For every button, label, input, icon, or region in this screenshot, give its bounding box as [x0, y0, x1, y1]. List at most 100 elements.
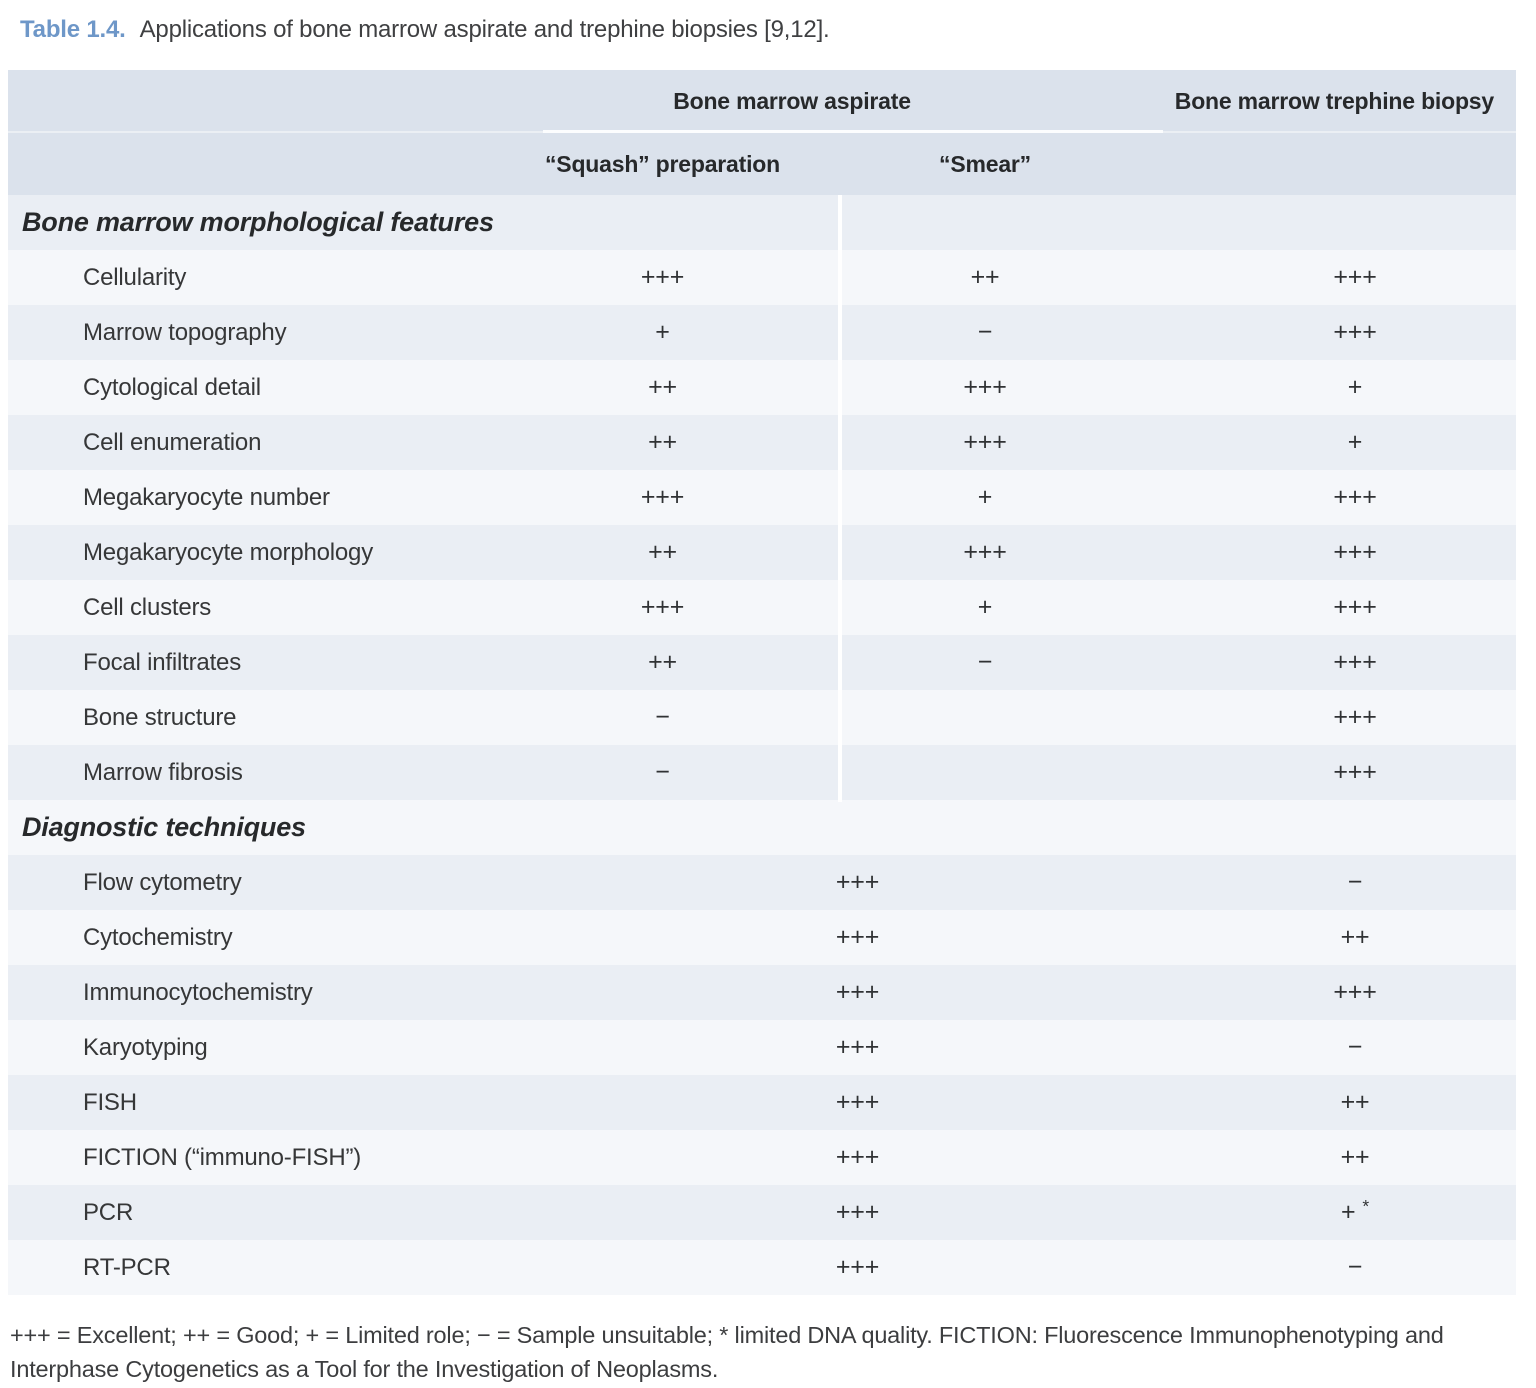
value-trephine: +++: [1180, 965, 1516, 1020]
footnote-marker: *: [1362, 1196, 1370, 1216]
sub-header-row: “Squash” preparation “Smear”: [8, 133, 1516, 195]
row-label: Megakaryocyte number: [83, 483, 330, 511]
row-label: Cell clusters: [83, 593, 212, 621]
footnote-line-1: +++ = Excellent; ++ = Good; + = Limited …: [10, 1322, 1444, 1348]
table-row: Flow cytometry +++ −: [8, 855, 1516, 910]
table-row: Marrow fibrosis − +++: [8, 745, 1516, 800]
column-header-smear: “Smear”: [939, 150, 1031, 177]
value-trephine-text: +++: [1333, 648, 1377, 676]
row-label: Marrow topography: [83, 318, 287, 346]
value-smear: +: [977, 593, 993, 621]
table-row: PCR +++ + *: [8, 1185, 1516, 1240]
value-trephine: ++: [1180, 910, 1516, 965]
row-label: Cytochemistry: [83, 923, 233, 951]
row-label: Karyotyping: [83, 1033, 208, 1061]
row-label: Cellularity: [83, 263, 187, 291]
section-heading-row: Diagnostic techniques: [8, 800, 1516, 855]
value-aspirate: +++: [835, 1143, 880, 1171]
table-body: Bone marrow morphological features Cellul…: [8, 195, 1516, 1295]
value-aspirate: +++: [835, 978, 880, 1006]
bone-marrow-applications-table: Bone marrow aspirate Bone marrow trephin…: [8, 70, 1516, 1295]
table-row: Cytochemistry +++ ++: [8, 910, 1516, 965]
value-squash: ++: [648, 428, 677, 456]
value-trephine-text: −: [1347, 1033, 1363, 1061]
value-trephine: +: [1180, 360, 1516, 415]
value-trephine-text: +++: [1333, 593, 1377, 621]
section-heading-row: Bone marrow morphological features: [8, 195, 1516, 250]
table-row: RT-PCR +++ −: [8, 1240, 1516, 1295]
table-row: Megakaryocyte morphology ++ +++ +++: [8, 525, 1516, 580]
header-empty-cell: [8, 70, 535, 133]
value-trephine: ++: [1180, 1075, 1516, 1130]
value-smear: [790, 745, 1180, 800]
table-row: Bone structure − +++: [8, 690, 1516, 745]
value-squash: −: [655, 758, 670, 786]
value-trephine: +++: [1180, 745, 1516, 800]
value-squash: +++: [640, 483, 685, 511]
footnote-line-2: Interphase Cytogenetics as a Tool for th…: [10, 1356, 719, 1382]
value-squash: +: [655, 318, 670, 346]
value-squash: ++: [648, 373, 677, 401]
table-row: Cell enumeration ++ +++ +: [8, 415, 1516, 470]
table-row: Megakaryocyte number +++ + +++: [8, 470, 1516, 525]
value-smear: −: [977, 318, 993, 346]
row-label: Cytological detail: [83, 373, 261, 401]
value-trephine: + *: [1180, 1185, 1516, 1240]
table-row: Marrow topography + − +++: [8, 305, 1516, 360]
value-trephine-text: +: [1340, 1198, 1356, 1226]
value-trephine-text: −: [1347, 868, 1363, 896]
row-label: Megakaryocyte morphology: [83, 538, 374, 566]
value-aspirate: +++: [835, 923, 880, 951]
value-trephine-text: ++: [1340, 1088, 1370, 1116]
value-aspirate: +++: [835, 1033, 880, 1061]
row-label: Immunocytochemistry: [83, 978, 313, 1006]
row-label: Focal infiltrates: [83, 648, 241, 676]
value-trephine-text: +++: [1333, 703, 1377, 731]
value-aspirate: +++: [835, 868, 880, 896]
value-trephine-text: ++: [1340, 1143, 1370, 1171]
row-label: Flow cytometry: [83, 868, 242, 896]
column-group-header-row: Bone marrow aspirate Bone marrow trephin…: [8, 70, 1516, 133]
value-trephine-text: +++: [1333, 263, 1377, 291]
column-header-squash: “Squash” preparation: [545, 150, 780, 177]
value-smear: ++: [970, 263, 1000, 291]
row-label: Bone structure: [83, 703, 237, 731]
table-row: Cytological detail ++ +++ +: [8, 360, 1516, 415]
value-squash: −: [655, 703, 670, 731]
value-smear: +++: [963, 373, 1007, 401]
value-aspirate: +++: [835, 1253, 880, 1281]
value-squash: +++: [640, 263, 685, 291]
value-squash: ++: [648, 538, 677, 566]
row-label: Marrow fibrosis: [83, 758, 243, 786]
value-trephine: +++: [1180, 250, 1516, 305]
value-smear: +++: [963, 538, 1007, 566]
value-trephine-text: +++: [1333, 758, 1377, 786]
table-row: Immunocytochemistry +++ +++: [8, 965, 1516, 1020]
row-label: FISH: [83, 1088, 137, 1116]
value-trephine-text: −: [1347, 1253, 1363, 1281]
value-trephine: −: [1180, 855, 1516, 910]
value-trephine: +++: [1180, 525, 1516, 580]
value-aspirate: +++: [835, 1088, 880, 1116]
row-label: Cell enumeration: [83, 428, 262, 456]
value-trephine-text: +: [1347, 428, 1363, 456]
value-trephine: +++: [1180, 635, 1516, 690]
row-label: PCR: [83, 1198, 134, 1226]
aspirate-header-underline: [543, 130, 1163, 133]
header-empty-cell: [8, 133, 535, 195]
table-caption-number: Table 1.4.: [20, 16, 126, 43]
table-row: Focal infiltrates ++ − +++: [8, 635, 1516, 690]
value-trephine-text: +: [1347, 373, 1363, 401]
table-footnote: +++ = Excellent; ++ = Good; + = Limited …: [10, 1318, 1532, 1386]
value-trephine-text: +++: [1333, 483, 1377, 511]
section-heading: Bone marrow morphological features: [22, 207, 494, 237]
value-smear: [790, 690, 1180, 745]
table-row: FICTION (“immuno-FISH”) +++ ++: [8, 1130, 1516, 1185]
row-label: FICTION (“immuno-FISH”): [83, 1143, 362, 1171]
value-trephine: ++: [1180, 1130, 1516, 1185]
value-trephine-text: +++: [1333, 538, 1377, 566]
value-trephine: +: [1180, 415, 1516, 470]
value-trephine: +++: [1180, 580, 1516, 635]
value-trephine-text: +++: [1333, 978, 1377, 1006]
value-trephine: +++: [1180, 305, 1516, 360]
